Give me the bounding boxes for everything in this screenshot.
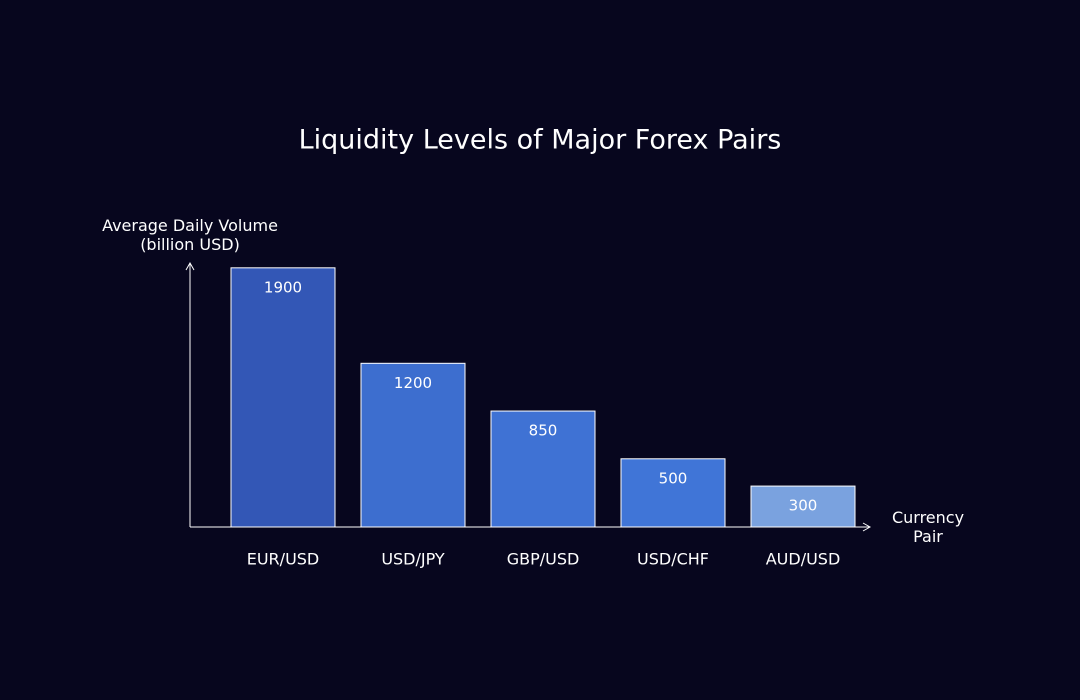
value-label: 850 bbox=[529, 422, 558, 440]
x-tick-label: AUD/USD bbox=[766, 550, 841, 569]
bar bbox=[230, 267, 336, 528]
y-axis-arrow bbox=[185, 261, 195, 271]
x-tick-label: USD/JPY bbox=[381, 550, 445, 569]
x-axis-label: Currency Pair bbox=[891, 508, 965, 546]
x-tick-label: EUR/USD bbox=[247, 550, 320, 569]
x-tick-label: USD/CHF bbox=[637, 550, 709, 569]
chart-title: Liquidity Levels of Major Forex Pairs bbox=[299, 125, 782, 156]
value-label: 1900 bbox=[264, 278, 302, 296]
value-label: 300 bbox=[789, 497, 818, 515]
bar bbox=[360, 362, 466, 528]
y-axis-label: Average Daily Volume (billion USD) bbox=[102, 216, 278, 254]
value-label: 1200 bbox=[394, 374, 432, 392]
x-tick-label: GBP/USD bbox=[507, 550, 580, 569]
value-label: 500 bbox=[659, 469, 688, 487]
bar bbox=[620, 458, 726, 528]
bar bbox=[750, 485, 856, 528]
x-axis-arrow bbox=[862, 522, 872, 532]
bar bbox=[490, 410, 596, 528]
